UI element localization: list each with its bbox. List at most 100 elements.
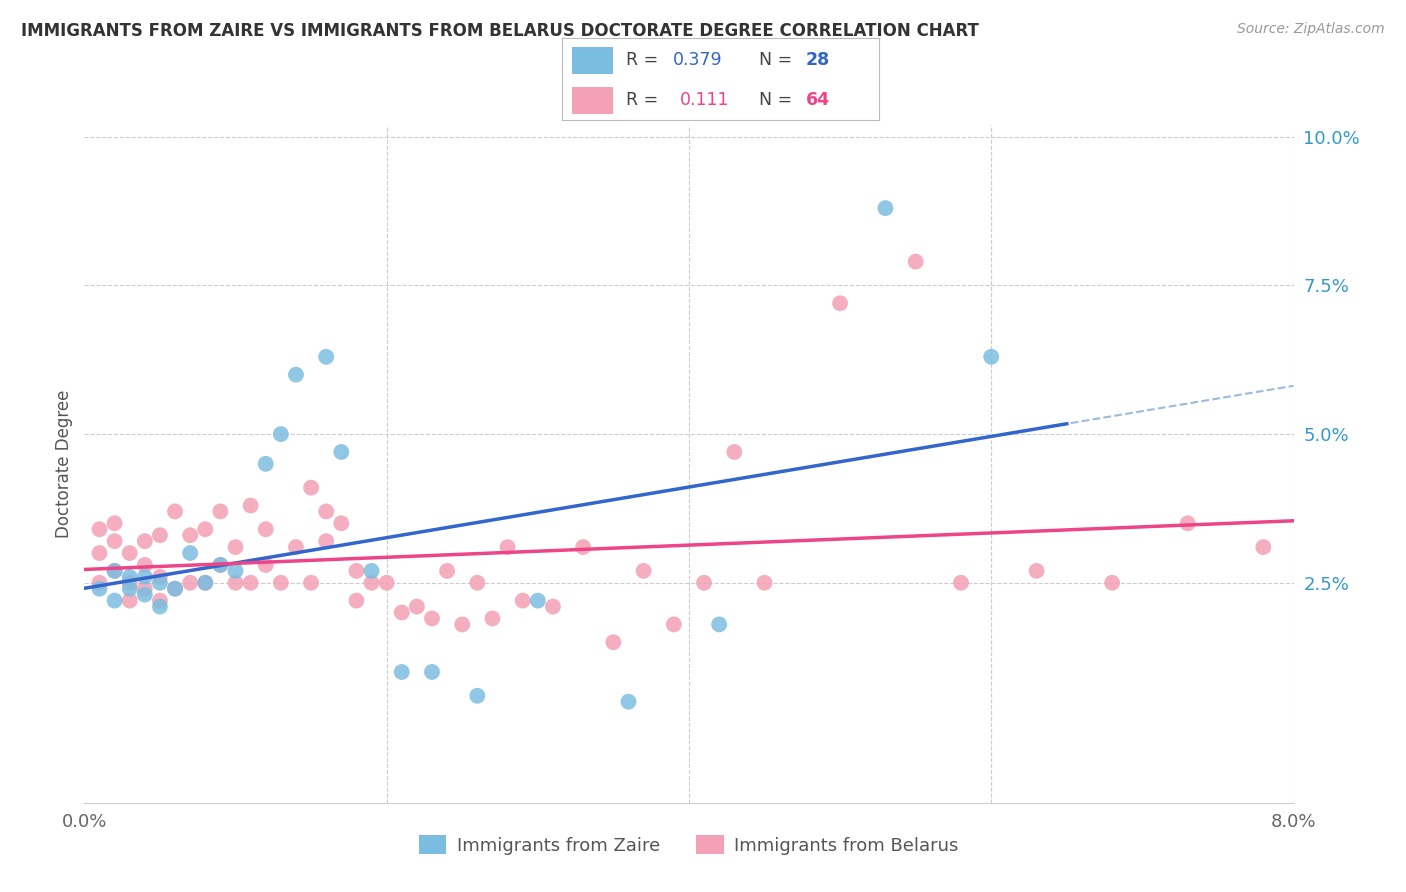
Point (104, 534, 127, 549)
Point (89, 575, 111, 590)
Point (346, 593, 368, 607)
Point (633, 564, 655, 578)
Text: Source: ZipAtlas.com: Source: ZipAtlas.com (1237, 22, 1385, 37)
Point (104, 516, 127, 531)
Point (1025, 564, 1047, 578)
Point (1253, 540, 1275, 554)
Text: N =: N = (759, 51, 797, 69)
Point (467, 575, 489, 590)
Point (420, 665, 443, 679)
Text: 28: 28 (806, 51, 830, 69)
Point (134, 570, 156, 584)
Point (285, 540, 308, 554)
Point (315, 504, 337, 518)
Point (209, 504, 232, 518)
Point (179, 528, 201, 542)
Point (481, 611, 503, 625)
Text: IMMIGRANTS FROM ZAIRE VS IMMIGRANTS FROM BELARUS DOCTORATE DEGREE CORRELATION CH: IMMIGRANTS FROM ZAIRE VS IMMIGRANTS FROM… (21, 22, 979, 40)
Text: R =: R = (626, 51, 664, 69)
Point (165, 504, 187, 518)
Point (225, 564, 247, 578)
Point (360, 575, 382, 590)
Point (179, 546, 201, 560)
Point (875, 201, 897, 215)
Text: R =: R = (626, 91, 669, 109)
Point (194, 575, 217, 590)
Point (209, 558, 232, 572)
Point (149, 528, 172, 542)
Legend: Immigrants from Zaire, Immigrants from Belarus: Immigrants from Zaire, Immigrants from B… (419, 836, 959, 855)
Point (527, 593, 550, 607)
Point (239, 499, 262, 513)
Point (299, 575, 322, 590)
Point (360, 564, 382, 578)
Point (709, 617, 731, 632)
Point (1101, 575, 1123, 590)
Point (104, 593, 127, 607)
Point (104, 564, 127, 578)
Point (134, 534, 156, 549)
Point (467, 689, 489, 703)
Point (693, 575, 716, 590)
Point (315, 350, 337, 364)
Point (254, 457, 277, 471)
Point (451, 617, 474, 632)
Point (149, 570, 172, 584)
Point (375, 575, 398, 590)
Point (723, 445, 745, 459)
Point (225, 540, 247, 554)
Point (830, 296, 852, 310)
Point (118, 582, 141, 596)
Point (134, 558, 156, 572)
Point (254, 522, 277, 536)
Point (165, 582, 187, 596)
Point (541, 599, 564, 614)
Point (134, 588, 156, 602)
Point (330, 445, 353, 459)
Point (512, 593, 534, 607)
Y-axis label: Doctorate Degree: Doctorate Degree (55, 390, 73, 538)
Point (330, 516, 353, 531)
Point (89, 522, 111, 536)
Point (179, 575, 201, 590)
Point (299, 481, 322, 495)
Point (904, 254, 927, 268)
Point (270, 575, 292, 590)
Point (315, 534, 337, 549)
Point (496, 540, 519, 554)
Point (134, 582, 156, 596)
Point (194, 522, 217, 536)
Text: 64: 64 (806, 91, 830, 109)
Point (239, 575, 262, 590)
Point (391, 606, 413, 620)
Bar (572, 87, 613, 114)
Point (285, 368, 308, 382)
Point (225, 575, 247, 590)
Point (118, 570, 141, 584)
Point (1177, 516, 1199, 531)
Point (980, 350, 1002, 364)
Point (209, 558, 232, 572)
Point (118, 575, 141, 590)
Point (420, 611, 443, 625)
Point (118, 546, 141, 560)
Point (391, 665, 413, 679)
Point (165, 582, 187, 596)
Point (950, 575, 973, 590)
Point (754, 575, 776, 590)
Point (662, 617, 685, 632)
Point (149, 599, 172, 614)
Point (89, 582, 111, 596)
Text: 0.111: 0.111 (679, 91, 728, 109)
Point (406, 599, 429, 614)
Point (617, 695, 640, 709)
Point (346, 564, 368, 578)
Bar (572, 46, 613, 74)
Point (254, 558, 277, 572)
Point (602, 635, 624, 649)
Point (89, 546, 111, 560)
Point (104, 564, 127, 578)
Point (194, 575, 217, 590)
Point (436, 564, 458, 578)
Point (149, 593, 172, 607)
